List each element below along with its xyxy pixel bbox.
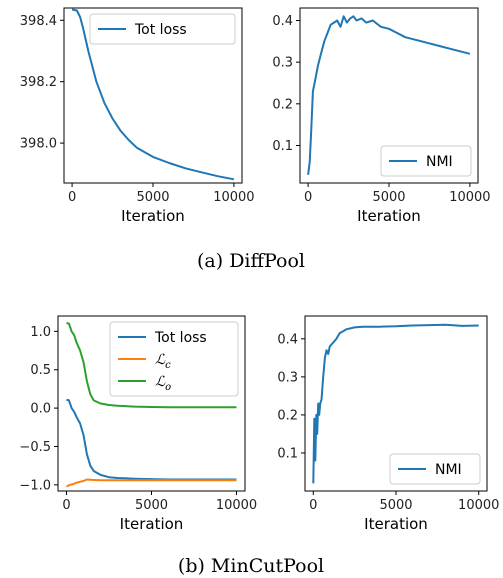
x-tick-label: 0 [68, 190, 76, 205]
legend-box [380, 145, 472, 177]
series-line-0 [71, 8, 235, 181]
legend: Tot loss ℒc ℒo [109, 321, 239, 397]
y-tick-label: 0.2 [277, 408, 298, 423]
diffpool-nmi-chart: 0 5000 10000 0.1 0.2 0.3 0.4 Iteration NMI [272, 7, 491, 225]
mincutpool-nmi-chart: 0 5000 10000 0.1 0.2 0.3 0.4 Iteration NMI [277, 315, 499, 533]
legend-label: Tot loss [154, 330, 207, 346]
x-axis-label: Iteration [364, 515, 428, 533]
legend-box [389, 453, 481, 485]
x-tick-label: 10000 [458, 498, 499, 513]
y-tick-label: −0.5 [19, 440, 51, 455]
legend: Tot loss [89, 13, 236, 45]
y-tick-label: 1.0 [30, 325, 51, 340]
y-tick-label: 0.4 [272, 14, 293, 29]
series-line-0 [312, 323, 479, 484]
x-tick-label: 10000 [216, 498, 257, 513]
x-axis-label: Iteration [121, 207, 185, 225]
y-tick-label: −1.0 [19, 478, 51, 493]
legend-label: NMI [435, 462, 462, 478]
y-tick-label: 0.4 [277, 332, 298, 347]
y-tick-label: 0.1 [277, 446, 298, 461]
y-tick-label: 0.1 [272, 139, 293, 154]
series-line-1 [66, 478, 237, 488]
x-axis-label: Iteration [120, 515, 184, 533]
caption-mincutpool: (b) MinCutPool [178, 555, 324, 577]
caption-diffpool: (a) DiffPool [197, 250, 305, 272]
x-tick-label: 10000 [213, 190, 254, 205]
x-tick-label: 5000 [372, 190, 405, 205]
diffpool-loss-chart: 0 5000 10000 398.0 398.2 398.4 Iteration Tot lo… [20, 7, 255, 225]
x-tick-label: 5000 [136, 190, 169, 205]
x-tick-label: 0 [304, 190, 312, 205]
x-tick-label: 0 [309, 498, 317, 513]
y-tick-label: 398.2 [20, 75, 57, 90]
legend-label: NMI [426, 154, 453, 170]
y-tick-label: 398.0 [20, 137, 57, 152]
legend-box [109, 321, 239, 397]
x-tick-label: 10000 [449, 190, 490, 205]
y-tick-label: 398.4 [20, 14, 57, 29]
y-tick-label: 0.3 [277, 370, 298, 385]
mincutpool-loss-chart: 0 5000 10000 −1.0 −0.5 0.0 0.5 1.0 Iteration Tot … [19, 315, 257, 533]
x-axis-label: Iteration [357, 207, 421, 225]
x-tick-label: 5000 [379, 498, 412, 513]
legend-label: ℒo [155, 374, 171, 393]
y-tick-label: 0.0 [30, 402, 51, 417]
x-tick-label: 5000 [135, 498, 168, 513]
y-tick-label: 0.2 [272, 97, 293, 112]
x-tick-label: 0 [62, 498, 70, 513]
y-tick-label: 0.5 [30, 363, 51, 378]
legend-box [89, 13, 236, 45]
legend: NMI [389, 453, 481, 485]
series-line-2 [66, 321, 237, 409]
legend: NMI [380, 145, 472, 177]
legend-label: Tot loss [134, 22, 187, 38]
y-tick-label: 0.3 [272, 56, 293, 71]
series-line-0 [66, 398, 237, 481]
series-line-0 [307, 15, 471, 175]
legend-label: ℒc [155, 352, 171, 371]
